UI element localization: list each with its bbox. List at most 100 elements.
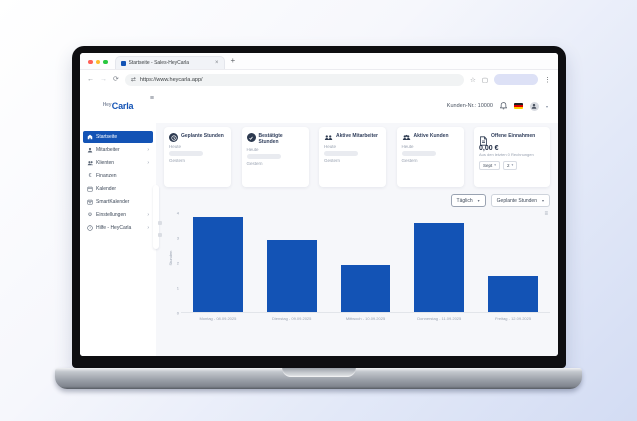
app-header: HeyCarla ≡ Kunden-Nr.: 10000 ▾ (80, 89, 558, 123)
laptop-notch (281, 368, 356, 377)
y-tick: 4 (176, 210, 179, 216)
person-icon (87, 147, 93, 153)
sidebar-item-finanzen[interactable]: € Finanzen (88, 173, 117, 179)
y-tick: 2 (176, 260, 179, 266)
card-title: Aktive Kunden (413, 133, 449, 139)
sidebar-item-kalender[interactable]: Kalender (83, 183, 153, 195)
browser-window: Startseite - Sales-HeyCarla × + ← → ⟳ ⇄ … (80, 53, 558, 356)
today-label: Heute (169, 144, 182, 149)
svg-text:?: ? (89, 226, 91, 230)
card-geplante-stunden[interactable]: Geplante Stunden Heute Gestern (164, 127, 231, 187)
chart-mini-toolbar[interactable] (158, 221, 162, 237)
browser-tab-bar: Startseite - Sales-HeyCarla × + (80, 53, 558, 70)
card-bestaetigte-stunden[interactable]: Bestätigte Stunden Heute Gestern (241, 127, 309, 187)
reload-icon[interactable]: ⟳ (113, 76, 119, 83)
x-tick: Freitag - 12.09.2025 (495, 316, 532, 321)
bar-donnerstag[interactable] (414, 222, 465, 312)
chevron-down-icon: ▾ (494, 163, 497, 168)
card-aktive-kunden[interactable]: Aktive Kunden Heute Gestern (396, 127, 464, 187)
chevron-right-icon: › (147, 225, 149, 231)
y-axis-title: Stunden (167, 250, 173, 266)
yesterday-label: Gestern (169, 158, 186, 163)
heycarla-app: HeyCarla ≡ Kunden-Nr.: 10000 ▾ (80, 89, 558, 356)
x-tick: Dienstag - 09.09.2025 (272, 316, 312, 321)
clock-icon (169, 133, 178, 142)
home-icon (87, 134, 93, 140)
today-label: Heute (324, 144, 337, 149)
forward-icon[interactable]: → (100, 76, 107, 83)
yesterday-label: Gestern (401, 158, 418, 163)
sidebar-item-startseite[interactable]: Startseite (83, 131, 153, 143)
new-tab-button[interactable]: + (230, 56, 236, 65)
sidebar: Startseite Mitarbeiter › Klienten › € (80, 123, 159, 356)
logo-zone: HeyCarla ≡ (80, 95, 156, 111)
german-flag-icon[interactable] (513, 103, 523, 109)
sidebar-item-smartkalender[interactable]: SmartKalender (83, 196, 153, 208)
card-title: Geplante Stunden (181, 133, 224, 139)
browser-menu-icon[interactable]: ⋮ (544, 76, 551, 84)
interval-select[interactable]: Täglich ▾ (450, 194, 486, 207)
today-label: Heute (401, 144, 414, 149)
profile-chip[interactable] (494, 74, 538, 85)
sidebar-collapse-handle[interactable] (153, 185, 159, 249)
x-axis-labels: Montag - 08.09.2025 Dienstag - 09.09.202… (181, 316, 550, 321)
chevron-right-icon: › (147, 212, 149, 218)
laptop-base (55, 368, 582, 389)
card-title: Aktive Mitarbeiter (336, 133, 378, 139)
sidebar-item-klienten[interactable]: Klienten › (83, 157, 153, 169)
card-aktive-mitarbeiter[interactable]: Aktive Mitarbeiter Heute Gestern (319, 127, 386, 187)
smart-calendar-icon (87, 199, 93, 205)
people-icon (87, 160, 93, 166)
header-right: Kunden-Nr.: 10000 ▾ (447, 101, 558, 111)
y-axis: 4 3 2 1 0 (171, 210, 181, 316)
year-select[interactable]: 2 ▾ (503, 160, 518, 170)
plot-area (181, 213, 550, 313)
close-window-button[interactable] (88, 59, 93, 64)
heycarla-logo[interactable]: HeyCarla (103, 101, 134, 111)
minimize-window-button[interactable] (95, 59, 100, 64)
laptop-screen: Startseite - Sales-HeyCarla × + ← → ⟳ ⇄ … (72, 46, 566, 368)
zoom-window-button[interactable] (103, 59, 108, 64)
site-info-icon[interactable]: ⇄ (130, 77, 136, 83)
bar-dienstag[interactable] (266, 240, 317, 312)
browser-tab[interactable]: Startseite - Sales-HeyCarla × (114, 56, 225, 69)
x-tick: Montag - 08.09.2025 (199, 316, 237, 321)
address-bar[interactable]: ⇄ https://www.heycarla.app/ (124, 73, 465, 86)
avatar-chevron-icon[interactable]: ▾ (545, 103, 548, 109)
bar-montag[interactable] (192, 216, 243, 312)
open-revenue-subtitle: Aus den letzten 0 Rechnungen (479, 152, 534, 157)
sidebar-item-hilfe[interactable]: ? Hilfe - HeyCarla › (83, 222, 153, 234)
check-icon (246, 133, 256, 142)
y-tick: 1 (176, 285, 179, 291)
tab-close-icon[interactable]: × (214, 60, 219, 66)
open-revenue-amount: 0,00 € (479, 145, 499, 152)
y-tick: 0 (176, 310, 179, 316)
chart-tool-icon[interactable] (158, 221, 162, 225)
back-icon[interactable]: ← (87, 76, 94, 83)
hours-bar-chart: ≡ Stunden 4 3 2 1 0 (158, 210, 550, 321)
window-controls[interactable] (88, 59, 108, 64)
chevron-down-icon: ▾ (477, 198, 480, 203)
value-skeleton (401, 151, 436, 156)
browser-toolbar: ← → ⟳ ⇄ https://www.heycarla.app/ ☆ ▢ ⋮ (80, 70, 558, 89)
metric-select[interactable]: Geplante Stunden ▾ (490, 194, 550, 207)
bar-freitag[interactable] (488, 276, 538, 312)
sidebar-item-einstellungen[interactable]: ⚙ Einstellungen › (87, 212, 149, 218)
chart-tool-icon[interactable] (158, 233, 162, 237)
month-select[interactable]: Sept ▾ (479, 160, 501, 170)
gear-icon: ⚙ (87, 212, 93, 218)
bookmark-star-icon[interactable]: ☆ (470, 76, 476, 84)
team-icon (324, 133, 333, 142)
sidebar-item-mitarbeiter[interactable]: Mitarbeiter › (83, 144, 153, 156)
sidebar-toggle-icon[interactable]: ≡ (149, 95, 154, 102)
card-offene-einnahmen[interactable]: Offene Einnahmen 0,00 € Aus den letzten … (474, 127, 550, 187)
user-avatar[interactable] (529, 101, 539, 111)
notification-bell-icon[interactable] (499, 102, 507, 110)
x-tick: Mittwoch - 10.09.2025 (345, 316, 386, 321)
bar-mittwoch[interactable] (340, 264, 391, 312)
chart-menu-icon[interactable]: ≡ (544, 211, 548, 217)
tab-title: Startseite - Sales-HeyCarla (128, 60, 190, 66)
extensions-icon[interactable]: ▢ (481, 76, 488, 84)
chevron-right-icon: › (147, 147, 149, 153)
chevron-down-icon: ▾ (511, 163, 514, 168)
